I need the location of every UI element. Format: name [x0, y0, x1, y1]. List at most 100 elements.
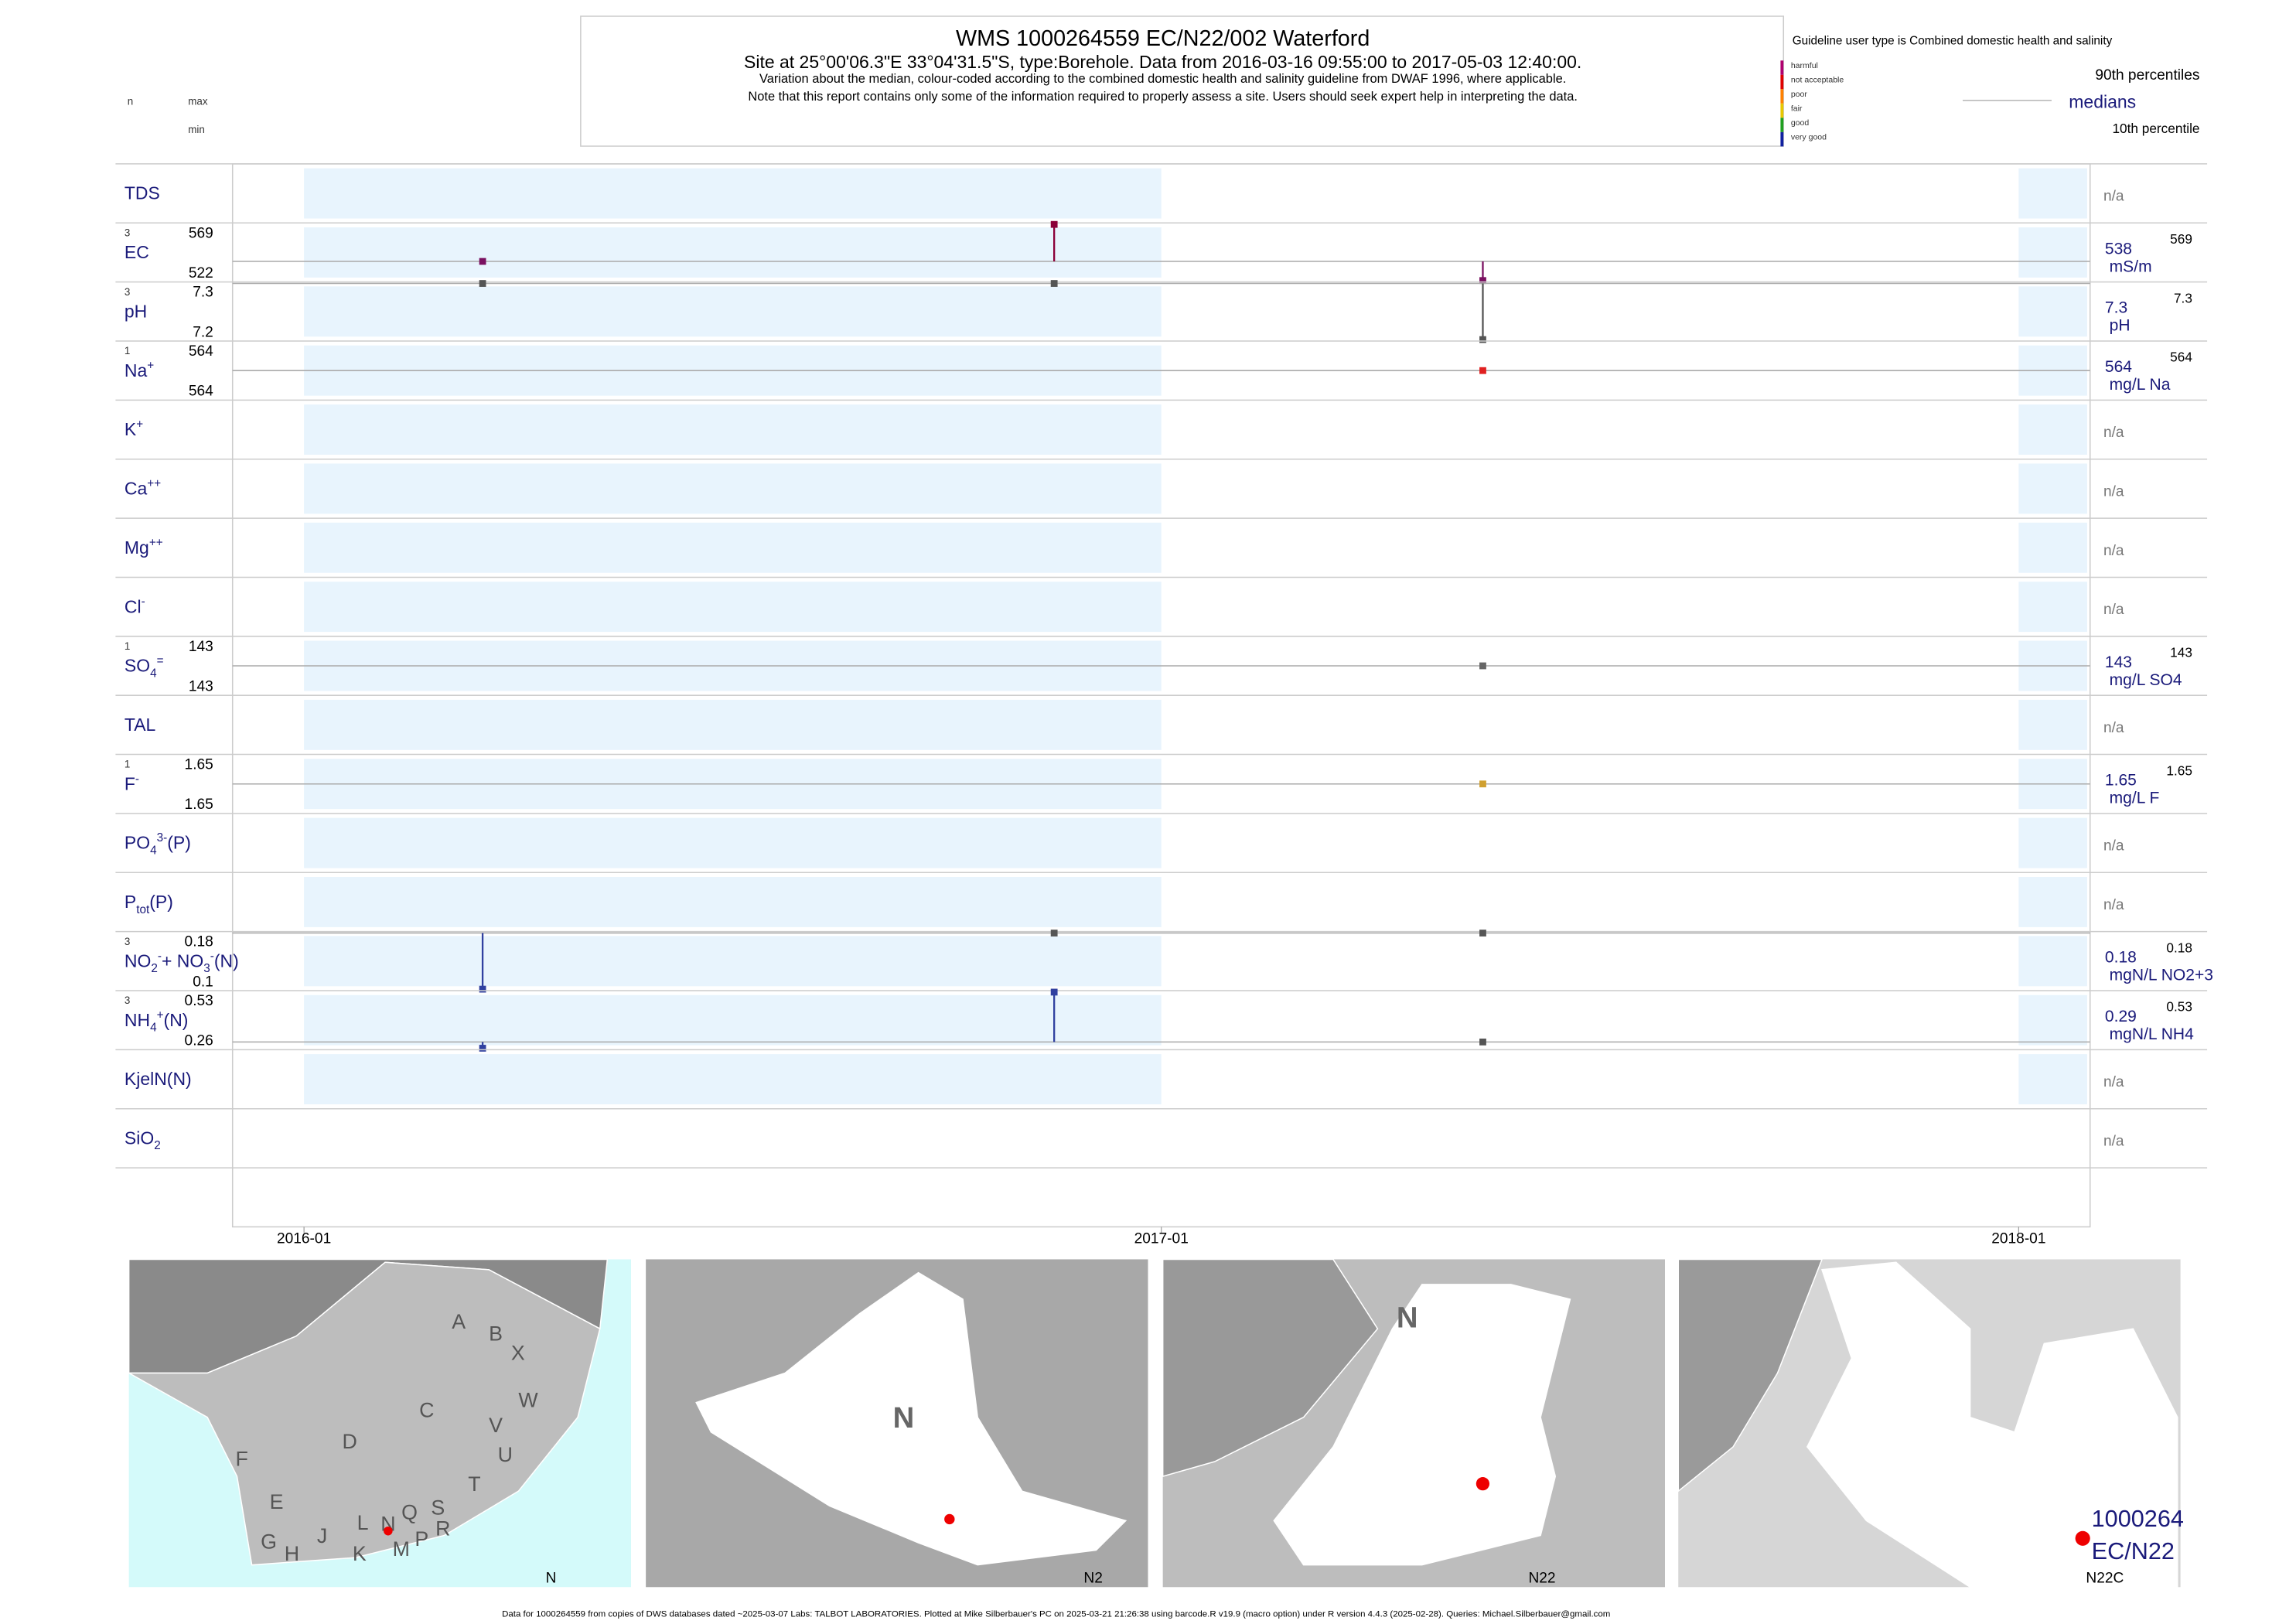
- row-label: Ptot(P): [125, 892, 173, 916]
- label-part: (N): [214, 950, 239, 971]
- row-label: Mg++: [125, 536, 163, 558]
- footer: Data for 1000264559 from copies of DWS d…: [502, 1609, 1610, 1619]
- label-part: +: [157, 1008, 164, 1022]
- map-caption: N2: [1083, 1571, 1102, 1587]
- row-unit: mg/L F: [2110, 790, 2160, 807]
- row-median: 538: [2105, 240, 2132, 258]
- label-part: 3-: [157, 831, 168, 844]
- row-label: Na+: [125, 359, 154, 380]
- row-median: 0.29: [2105, 1008, 2137, 1025]
- map-label: S: [431, 1496, 445, 1520]
- map-label: J: [317, 1524, 327, 1547]
- year-shading: [2018, 168, 2087, 219]
- data-point: [1479, 930, 1486, 937]
- subtitle: Site at 25°00'06.3"E 33°04'31.5"S, type:…: [744, 52, 1581, 72]
- map-label: B: [489, 1322, 503, 1345]
- not-available: n/a: [2103, 189, 2124, 205]
- map-region: [1273, 1284, 1571, 1566]
- row-min: 564: [189, 384, 213, 400]
- row-min: 1.65: [185, 797, 213, 813]
- year-shading: [304, 1054, 1162, 1104]
- label-part: 4: [150, 844, 157, 857]
- note: Variation about the median, colour-coded…: [759, 72, 1566, 86]
- map-label: V: [489, 1414, 503, 1437]
- data-point: [1479, 1039, 1486, 1046]
- row-median: 0.18: [2105, 949, 2137, 967]
- row-min: 522: [189, 265, 213, 281]
- year-shading: [2018, 522, 2087, 573]
- key-n: n: [128, 96, 133, 107]
- note: Note that this report contains only some…: [748, 90, 1578, 104]
- row-max-right: 569: [2170, 231, 2192, 247]
- not-available: n/a: [2103, 425, 2124, 441]
- row-label: pH: [125, 301, 147, 321]
- map-label: N: [893, 1401, 915, 1435]
- row-min: 7.2: [193, 324, 213, 340]
- row-max-right: 143: [2170, 645, 2192, 660]
- map-label: A: [452, 1310, 466, 1333]
- label-part: +: [147, 359, 154, 372]
- row-n: 3: [125, 936, 130, 947]
- not-available: n/a: [2103, 897, 2124, 913]
- map-label: L: [357, 1511, 369, 1534]
- title: WMS 1000264559 EC/N22/002 Waterford: [956, 26, 1370, 51]
- data-point: [1479, 780, 1486, 788]
- row-median: 1.65: [2105, 772, 2137, 790]
- year-shading: [2018, 404, 2087, 455]
- label-part: -: [158, 950, 162, 963]
- year-shading: [304, 227, 1162, 278]
- map-label: 1000264: [2092, 1506, 2184, 1532]
- row-unit: pH: [2110, 317, 2131, 335]
- year-shading: [2018, 936, 2087, 987]
- label-part: 2: [151, 962, 158, 975]
- map-label: G: [261, 1530, 277, 1554]
- row-label: SO4=: [125, 654, 164, 680]
- legend-swatch: [1780, 60, 1784, 75]
- data-point: [479, 258, 486, 265]
- label-part: TAL: [125, 715, 155, 735]
- row-label: SiO2: [125, 1128, 161, 1153]
- map-label: T: [468, 1472, 480, 1496]
- year-shading: [2018, 227, 2087, 278]
- row-min: 0.26: [185, 1033, 213, 1049]
- map-label: D: [342, 1430, 357, 1453]
- label-part: K: [125, 419, 137, 439]
- label-part: +: [136, 418, 143, 432]
- map-label: Q: [401, 1500, 418, 1523]
- year-shading: [304, 404, 1162, 455]
- label-part: + NO: [162, 950, 203, 971]
- data-point: [479, 985, 486, 993]
- year-shading: [304, 699, 1162, 750]
- year-shading: [2018, 582, 2087, 633]
- label-part: NO: [125, 950, 151, 971]
- label-part: Ca: [125, 479, 148, 499]
- x-tick-label: 2018-01: [1991, 1230, 2045, 1247]
- label-part: -: [142, 595, 145, 609]
- row-unit: mg/L Na: [2110, 376, 2171, 394]
- year-shading: [2018, 995, 2087, 1046]
- row-unit: mgN/L NO2+3: [2110, 967, 2213, 984]
- label-part: F: [125, 773, 135, 793]
- row-unit: mg/L SO4: [2110, 671, 2182, 689]
- year-shading: [304, 286, 1162, 337]
- site-marker: [384, 1527, 393, 1536]
- label-part: (P): [167, 833, 191, 853]
- row-max: 7.3: [193, 285, 213, 301]
- map-label: U: [498, 1443, 513, 1466]
- row-min: 143: [189, 678, 213, 694]
- legend-lower: 10th percentile: [2112, 121, 2199, 136]
- legend-label: not acceptable: [1791, 75, 1844, 84]
- row-n: 1: [125, 640, 130, 652]
- data-point: [1050, 988, 1058, 996]
- map-label: K: [353, 1542, 367, 1565]
- row-label: KjelN(N): [125, 1069, 192, 1089]
- row-label: Ca++: [125, 477, 161, 499]
- row-max-right: 0.53: [2166, 999, 2192, 1015]
- data-point: [479, 1045, 486, 1052]
- row-max: 0.18: [185, 934, 213, 950]
- label-part: -: [210, 950, 214, 963]
- label-part: Mg: [125, 537, 149, 558]
- legend-swatch: [1780, 74, 1784, 90]
